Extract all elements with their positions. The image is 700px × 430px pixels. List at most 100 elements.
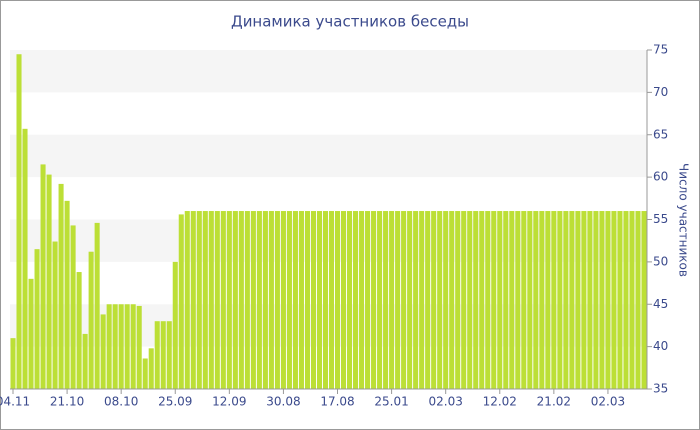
bar	[449, 211, 455, 389]
bar	[226, 211, 232, 389]
bar	[88, 251, 94, 389]
bar	[623, 211, 629, 389]
bar	[244, 211, 250, 389]
bar	[503, 211, 509, 389]
bar	[551, 211, 557, 389]
bar	[256, 211, 262, 389]
bar	[286, 211, 292, 389]
bar	[238, 211, 244, 389]
y-tick-label: 40	[653, 339, 668, 353]
bar	[473, 211, 479, 389]
bar	[611, 211, 617, 389]
y-axis-title: Число участников	[677, 163, 691, 277]
y-tick-label: 55	[653, 212, 668, 226]
bar	[136, 305, 142, 389]
bar	[28, 278, 34, 389]
bar	[629, 211, 635, 389]
bar	[112, 304, 118, 389]
bar	[220, 211, 226, 389]
bar	[491, 211, 497, 389]
bar	[563, 211, 569, 389]
bar	[641, 211, 647, 389]
grid-band	[10, 134, 647, 178]
bar	[52, 241, 58, 389]
bar	[389, 211, 395, 389]
y-tick-label: 50	[653, 254, 668, 268]
bar	[467, 211, 473, 389]
grid-band	[10, 50, 647, 93]
bar	[353, 211, 359, 389]
bar	[383, 211, 389, 389]
bar	[160, 321, 166, 389]
bar	[196, 211, 202, 389]
bar	[280, 211, 286, 389]
bar	[214, 211, 220, 389]
bar	[485, 211, 491, 389]
x-tick-label: 12.09	[212, 395, 246, 409]
bar	[340, 211, 347, 389]
bar	[322, 211, 329, 389]
bar	[605, 211, 611, 389]
bar	[130, 304, 136, 389]
bar	[365, 211, 371, 389]
y-tick-label: 35	[653, 382, 668, 396]
bar	[545, 211, 551, 389]
bar	[593, 211, 599, 389]
bar	[124, 304, 130, 389]
y-tick-label: 70	[653, 85, 668, 99]
x-tick-label: 17.08	[320, 395, 354, 409]
bar	[527, 211, 533, 389]
bar	[635, 211, 641, 389]
bar	[58, 183, 64, 389]
bar	[539, 211, 545, 389]
bar	[334, 211, 341, 389]
bar	[118, 304, 124, 389]
bar	[509, 211, 515, 389]
bar	[310, 211, 317, 389]
x-tick-label: 02.03	[429, 395, 463, 409]
bar	[599, 211, 605, 389]
bar	[419, 211, 425, 389]
bar	[82, 333, 88, 389]
bar	[22, 128, 28, 389]
bar	[316, 211, 323, 389]
x-tick-label: 08.10	[104, 395, 138, 409]
bar	[347, 211, 353, 389]
bar	[425, 211, 431, 389]
bar	[106, 304, 112, 389]
bar	[76, 272, 82, 389]
bar	[575, 211, 581, 389]
bar	[172, 261, 178, 389]
bar	[16, 54, 22, 390]
x-tick-label: 25.09	[158, 395, 192, 409]
bar	[40, 164, 46, 389]
x-tick-label: 02.03	[591, 395, 625, 409]
bar	[371, 211, 377, 389]
bar	[617, 211, 623, 389]
bar	[274, 211, 280, 389]
bar	[479, 211, 485, 389]
bar	[455, 211, 461, 389]
bar	[250, 211, 256, 389]
bar	[521, 211, 527, 389]
bar	[413, 211, 419, 389]
bar	[569, 211, 575, 389]
bar	[208, 211, 214, 389]
bar	[202, 211, 208, 389]
bar	[262, 211, 268, 389]
bar	[154, 321, 160, 389]
x-tick-label: 04.11	[0, 395, 30, 409]
bar	[533, 211, 539, 389]
chart-title: Динамика участников беседы	[231, 13, 469, 31]
bar	[70, 225, 76, 389]
bar	[443, 211, 449, 389]
bar	[328, 211, 335, 389]
bar	[100, 314, 106, 389]
bar	[178, 214, 184, 389]
bar	[166, 321, 172, 389]
bar	[437, 211, 443, 389]
bar	[142, 358, 148, 389]
bar	[557, 211, 563, 389]
bar	[377, 211, 383, 389]
